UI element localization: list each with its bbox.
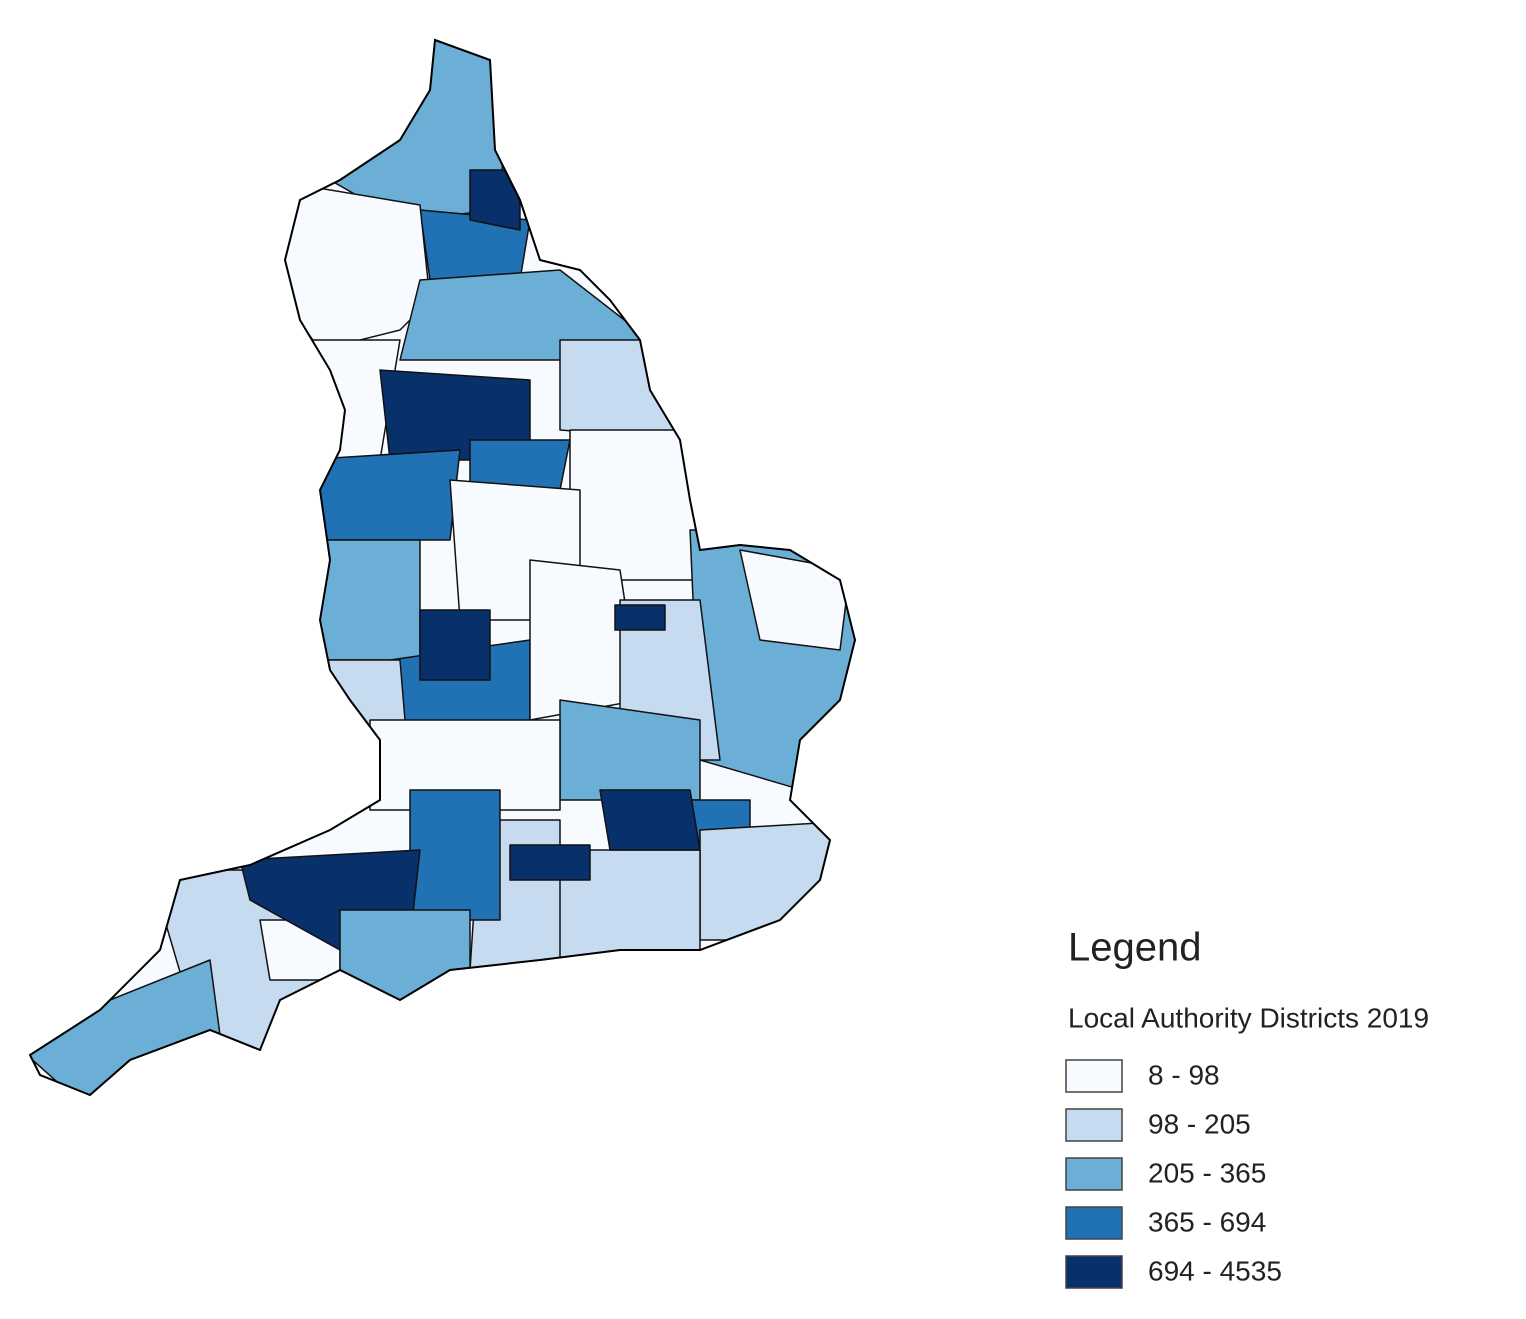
district (469, 169, 521, 231)
legend-label: 205 - 365 (1148, 1157, 1266, 1188)
legend-title: Legend (1068, 926, 1201, 970)
legend: Legend Local Authority Districts 2019 8 … (1065, 926, 1429, 1289)
legend-swatch (1065, 1206, 1123, 1240)
district (509, 844, 591, 881)
legend-swatch (1065, 1157, 1123, 1191)
legend-label: 365 - 694 (1148, 1206, 1266, 1237)
district (269, 179, 431, 351)
legend-subtitle: Local Authority Districts 2019 (1068, 1002, 1429, 1033)
district (614, 604, 666, 631)
legend-label: 98 - 205 (1148, 1108, 1251, 1139)
district (289, 539, 421, 661)
districts (30, 40, 855, 1095)
legend-swatch (1065, 1108, 1123, 1142)
district (699, 819, 855, 941)
district (599, 789, 701, 851)
map (28, 38, 857, 1097)
district (419, 609, 491, 681)
legend-swatch (1065, 1255, 1123, 1289)
legend-label: 8 - 98 (1148, 1059, 1220, 1090)
legend-label: 694 - 4535 (1148, 1255, 1282, 1286)
district (30, 959, 221, 1095)
district (339, 909, 471, 1011)
district (569, 429, 711, 581)
district (299, 449, 461, 541)
coastline (28, 38, 857, 1097)
legend-swatch (1065, 1059, 1123, 1093)
district (409, 789, 501, 921)
